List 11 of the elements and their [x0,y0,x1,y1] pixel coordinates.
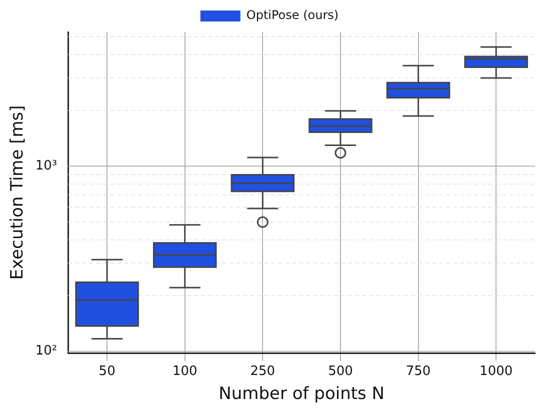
x-tick-label: 500 [328,364,353,380]
x-tick-label: 1000 [480,364,513,380]
legend-label: OptiPose (ours) [246,8,339,22]
y-tick-label: 10² [35,344,58,359]
x-tick-label: 50 [98,364,116,380]
y-tick-label: 10³ [35,158,58,174]
x-tick-label: 250 [250,364,276,380]
x-tick-label: 750 [406,364,431,380]
x-tick-label: 100 [172,364,198,380]
x-axis-title: Number of points N [218,384,384,404]
y-axis-title: Execution Time [ms] [8,105,28,280]
